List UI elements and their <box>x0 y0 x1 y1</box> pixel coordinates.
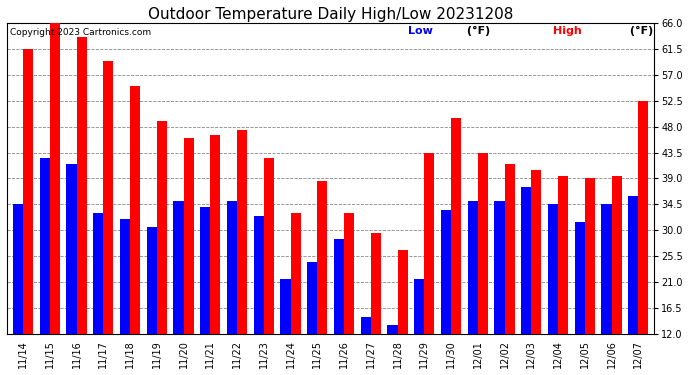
Bar <box>387 325 397 334</box>
Bar <box>317 182 328 334</box>
Bar <box>575 222 585 334</box>
Bar <box>521 187 531 334</box>
Bar <box>23 49 33 334</box>
Bar <box>531 170 542 334</box>
Bar <box>504 164 515 334</box>
Bar <box>120 219 130 334</box>
Text: High: High <box>553 26 582 36</box>
Title: Outdoor Temperature Daily High/Low 20231208: Outdoor Temperature Daily High/Low 20231… <box>148 7 513 22</box>
Bar <box>93 213 104 334</box>
Bar <box>611 176 622 334</box>
Bar <box>173 201 184 334</box>
Bar <box>397 251 408 334</box>
Bar <box>344 213 354 334</box>
Bar <box>494 201 504 334</box>
Bar <box>548 204 558 334</box>
Bar <box>585 178 595 334</box>
Bar <box>210 135 220 334</box>
Bar <box>334 239 344 334</box>
Bar <box>237 129 247 334</box>
Text: Low: Low <box>408 26 433 36</box>
Bar <box>424 153 435 334</box>
Bar <box>66 164 77 334</box>
Text: (°F): (°F) <box>463 26 490 36</box>
Bar <box>200 207 210 334</box>
Bar <box>77 38 87 334</box>
Bar <box>184 138 194 334</box>
Bar <box>602 204 611 334</box>
Bar <box>361 316 371 334</box>
Bar <box>477 153 488 334</box>
Bar <box>628 196 638 334</box>
Bar <box>371 233 381 334</box>
Bar <box>104 60 113 334</box>
Bar <box>13 204 23 334</box>
Text: (°F): (°F) <box>626 26 653 36</box>
Bar <box>264 158 274 334</box>
Bar <box>50 23 60 334</box>
Bar <box>227 201 237 334</box>
Bar <box>468 201 477 334</box>
Bar <box>414 279 424 334</box>
Bar <box>157 121 167 334</box>
Bar <box>451 118 461 334</box>
Bar <box>290 213 301 334</box>
Bar <box>638 101 649 334</box>
Bar <box>307 262 317 334</box>
Bar <box>254 216 264 334</box>
Bar <box>280 279 290 334</box>
Bar <box>39 158 50 334</box>
Text: Copyright 2023 Cartronics.com: Copyright 2023 Cartronics.com <box>10 28 151 37</box>
Bar <box>441 210 451 334</box>
Bar <box>558 176 569 334</box>
Bar <box>130 86 140 334</box>
Bar <box>146 227 157 334</box>
